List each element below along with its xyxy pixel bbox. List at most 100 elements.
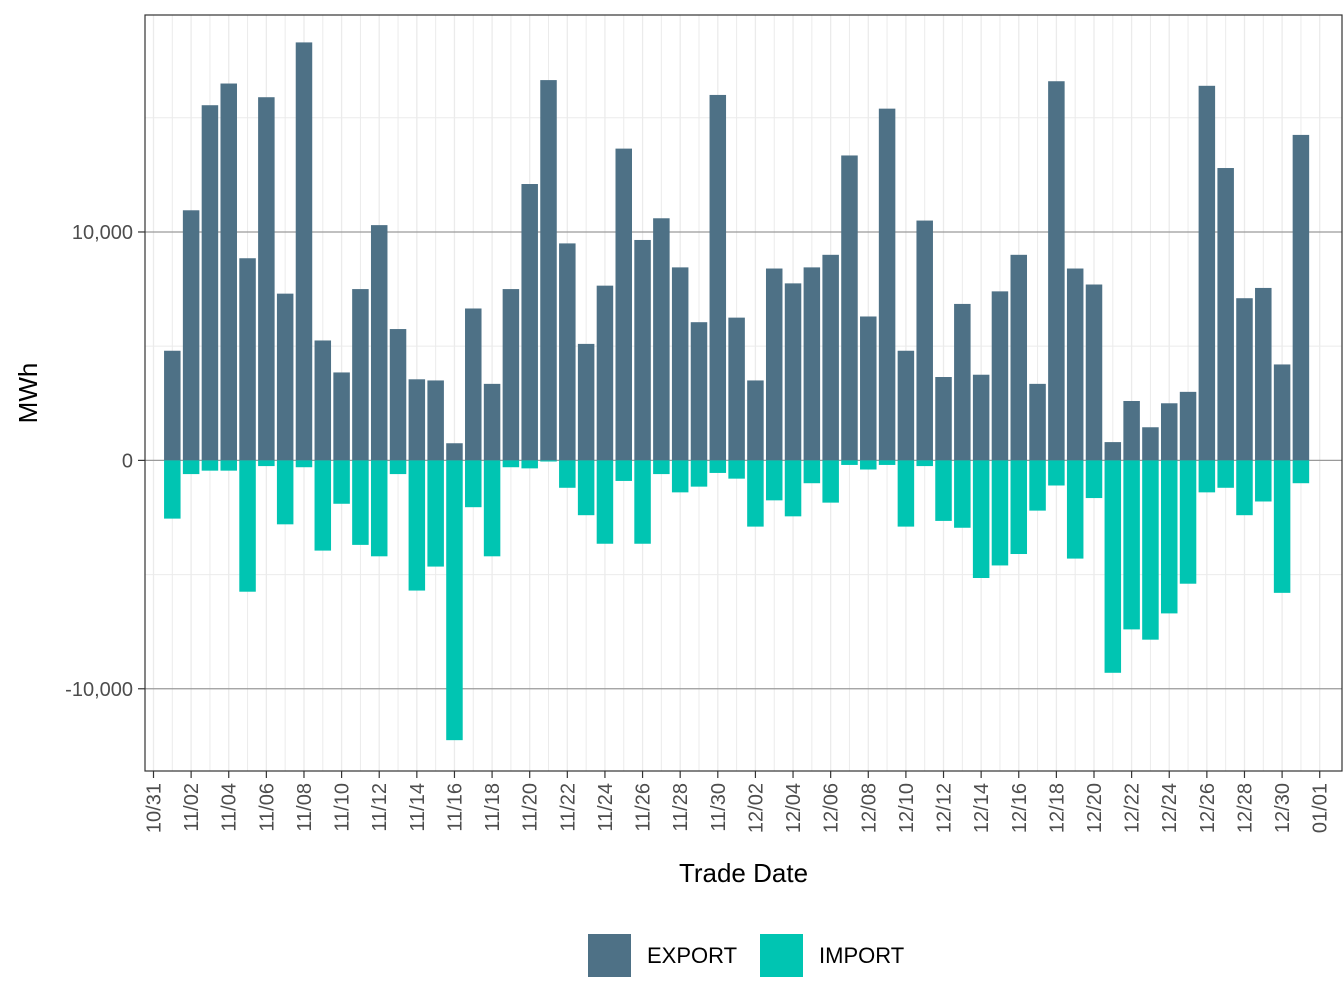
y-tick-label: 0 xyxy=(122,450,133,472)
import-bar xyxy=(483,460,501,557)
import-series-bars xyxy=(164,460,1310,741)
export-bar xyxy=(878,108,896,461)
import-bar xyxy=(239,460,256,592)
legend-key-import xyxy=(760,934,803,977)
x-tick-label: 12/08 xyxy=(858,783,880,833)
legend-label-export: EXPORT xyxy=(647,943,737,968)
export-series-bars xyxy=(164,42,1310,461)
x-tick-label: 12/24 xyxy=(1159,783,1181,833)
import-bar xyxy=(1217,460,1234,488)
export-bar xyxy=(709,94,727,461)
x-tick-label: 11/02 xyxy=(181,783,203,832)
export-bar xyxy=(201,105,219,461)
import-bar xyxy=(954,460,971,528)
export-bar xyxy=(916,220,933,461)
import-bar xyxy=(201,460,219,471)
import-bar xyxy=(182,460,200,475)
export-bar xyxy=(239,258,256,461)
export-bar xyxy=(841,155,858,461)
export-bar xyxy=(1010,254,1028,461)
x-tick-label: 11/04 xyxy=(219,783,241,832)
import-bar xyxy=(878,460,896,465)
import-bar xyxy=(1273,460,1291,593)
import-bar xyxy=(991,460,1009,566)
export-bar xyxy=(1236,298,1253,461)
export-bar xyxy=(1217,168,1234,461)
x-tick-label: 01/01 xyxy=(1310,783,1332,833)
import-bar xyxy=(1292,460,1310,484)
panel-border xyxy=(144,14,1343,772)
export-bar xyxy=(540,80,557,461)
import-bar xyxy=(521,460,538,469)
export-bar xyxy=(220,83,237,461)
import-bar xyxy=(1142,460,1159,640)
export-bar xyxy=(1066,268,1084,461)
import-bar xyxy=(615,460,632,481)
x-tick-label: 12/26 xyxy=(1197,783,1219,833)
import-bar xyxy=(1123,460,1140,630)
x-tick-label: 12/04 xyxy=(783,783,805,833)
import-bar xyxy=(1048,460,1065,486)
import-bar xyxy=(860,460,877,470)
import-bar xyxy=(540,460,557,462)
export-bar xyxy=(596,285,614,461)
x-tick-label: 12/10 xyxy=(896,783,918,833)
y-axis-title: MWh xyxy=(13,363,43,424)
x-axis: 10/31 11/02 11/04 11/06 11/08 11/10 11/12 11/14… xyxy=(144,771,1332,833)
x-tick-label: 11/22 xyxy=(557,783,579,832)
import-bar xyxy=(765,460,783,501)
export-bar xyxy=(1029,383,1046,461)
x-tick-label: 12/02 xyxy=(745,783,767,833)
import-bar xyxy=(295,460,313,468)
x-tick-label: 12/22 xyxy=(1122,783,1144,833)
import-bar xyxy=(690,460,708,487)
import-bar xyxy=(408,460,426,591)
x-tick-label: 12/18 xyxy=(1046,783,1068,833)
import-bar xyxy=(427,460,444,567)
export-bar xyxy=(1160,403,1178,461)
export-bar xyxy=(1198,85,1216,461)
import-bar xyxy=(1160,460,1178,614)
export-bar xyxy=(935,377,952,461)
import-bar xyxy=(258,460,275,467)
export-bar xyxy=(728,317,745,461)
export-bar xyxy=(164,350,181,461)
export-bar xyxy=(295,42,313,461)
export-bar xyxy=(465,308,482,461)
x-tick-label: 12/16 xyxy=(1009,783,1031,833)
import-bar xyxy=(671,460,689,493)
legend: EXPORT IMPORT xyxy=(588,934,904,977)
export-bar xyxy=(389,329,407,461)
import-bar xyxy=(370,460,388,557)
import-bar xyxy=(653,460,670,475)
x-tick-label: 11/16 xyxy=(444,783,466,832)
export-bar xyxy=(954,303,971,461)
export-bar xyxy=(822,254,839,461)
import-bar xyxy=(465,460,482,508)
export-bar xyxy=(1123,400,1140,461)
x-tick-label: 12/28 xyxy=(1234,783,1256,833)
export-bar xyxy=(1292,134,1310,461)
import-bar xyxy=(634,460,651,544)
x-axis-title: Trade Date xyxy=(679,858,808,888)
export-bar xyxy=(1048,81,1065,461)
import-bar xyxy=(276,460,294,525)
import-bar xyxy=(709,460,727,473)
import-bar xyxy=(1010,460,1028,555)
import-bar xyxy=(333,460,350,504)
export-bar xyxy=(803,267,821,461)
import-bar xyxy=(935,460,952,521)
import-bar xyxy=(502,460,520,468)
x-tick-label: 11/20 xyxy=(520,783,542,832)
import-bar xyxy=(822,460,839,503)
export-bar xyxy=(1085,284,1103,461)
export-bar xyxy=(370,225,388,461)
import-bar xyxy=(314,460,332,551)
export-bar xyxy=(991,291,1009,461)
export-bar xyxy=(615,148,632,461)
import-bar xyxy=(1198,460,1216,493)
export-bar xyxy=(521,184,538,461)
export-bar xyxy=(1104,442,1122,461)
import-bar xyxy=(220,460,237,471)
